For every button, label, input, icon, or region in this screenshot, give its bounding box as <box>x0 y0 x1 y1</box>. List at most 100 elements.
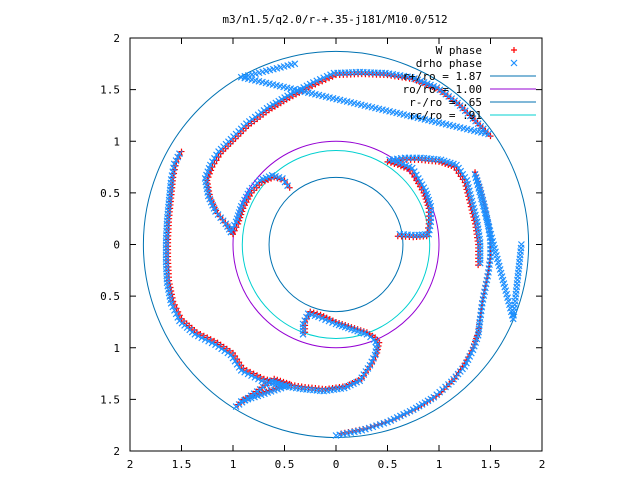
y-tick-label-3: 0.5 <box>100 187 120 200</box>
legend-label-0: W phase <box>436 44 482 57</box>
point-1-1-5 <box>303 313 310 321</box>
point-1-1-73 <box>241 368 249 376</box>
point-1-0-10 <box>369 423 377 431</box>
y-tick-label-7: 1.5 <box>100 393 120 406</box>
x-tick-label-3: 0.5 <box>275 458 295 471</box>
point-1-3-23 <box>416 178 424 185</box>
point-1-1-10 <box>318 314 326 322</box>
point-1-0-48 <box>472 339 479 347</box>
point-1-2-57 <box>306 80 314 88</box>
point-1-1-32 <box>369 354 377 362</box>
legend-label-4: r-/ro = .65 <box>409 96 482 109</box>
point-1-1-83 <box>215 343 223 351</box>
x-tick-label-5: 0.5 <box>378 458 398 471</box>
point-1-1-3 <box>299 320 307 328</box>
point-1-3-56 <box>459 170 467 178</box>
point-1-1-82 <box>218 345 226 353</box>
point-1-2-22 <box>208 158 216 166</box>
point-1-2-60 <box>316 75 324 83</box>
point-1-3-22 <box>418 181 426 189</box>
point-1-1-35 <box>364 364 372 372</box>
point-1-0-8 <box>362 425 369 433</box>
point-1-1-9 <box>315 313 322 321</box>
axis-ticks: 2 1.5 1 0.5 0 0.5 1 1.5 221.510.500.511.52 <box>100 32 545 471</box>
point-1-1-70 <box>251 373 259 381</box>
y-tick-label-8: 2 <box>113 445 120 458</box>
point-1-1-75 <box>235 363 243 371</box>
legend-label-3: ro/ro = 1.00 <box>403 83 482 96</box>
circle-2 <box>268 176 404 313</box>
point-1-1-11 <box>322 316 329 324</box>
point-1-0-44 <box>466 352 474 360</box>
point-1-1-89 <box>194 332 202 340</box>
point-1-0-46 <box>469 346 477 354</box>
y-tick-label-0: 2 <box>113 32 120 45</box>
point-1-1-76 <box>233 360 241 368</box>
point-1-1-99 <box>171 306 178 314</box>
x-tick-label-7: 1.5 <box>481 458 501 471</box>
point-1-3-21 <box>420 184 428 192</box>
point-1-3-53 <box>453 161 460 169</box>
point-1-1-81 <box>221 347 229 355</box>
point-1-1-34 <box>366 361 374 369</box>
point-1-1-88 <box>198 334 206 342</box>
point-1-0-41 <box>461 362 469 370</box>
y-tick-label-4: 0 <box>113 239 120 252</box>
point-1-4-25 <box>281 178 289 186</box>
point-1-3-25 <box>412 171 420 179</box>
point-1-1-96 <box>176 317 183 325</box>
point-1-5-1 <box>235 401 243 408</box>
point-1-1-74 <box>237 367 245 374</box>
point-1-1-24 <box>363 330 371 338</box>
x-tick-label-4: 0 <box>333 458 340 471</box>
point-1-1-87 <box>201 336 209 343</box>
point-1-4-2 <box>230 221 238 229</box>
point-1-1-25 <box>367 333 374 341</box>
point-1-0-45 <box>467 349 475 357</box>
point-1-2-59 <box>313 77 321 85</box>
point-1-5-11 <box>265 379 273 387</box>
point-1-2-23 <box>211 154 218 162</box>
legend-label-2: r+/ro = 1.87 <box>403 70 482 83</box>
data-series <box>162 60 525 439</box>
point-1-3-82 <box>476 259 484 267</box>
point-1-2-63 <box>327 71 334 79</box>
point-1-3-54 <box>455 164 462 172</box>
legend-marker-0 <box>511 47 517 53</box>
x-tick-label-1: 1.5 <box>172 458 192 471</box>
point-1-1-143 <box>174 153 182 161</box>
point-1-2-50 <box>284 92 292 100</box>
point-1-0-9 <box>365 424 373 432</box>
point-1-1-97 <box>174 313 182 321</box>
point-1-0-13 <box>380 419 388 427</box>
legend-label-5: rc/ro = .91 <box>409 109 482 122</box>
point-1-1-85 <box>208 339 216 347</box>
point-1-2-51 <box>287 90 295 98</box>
point-1-1-142 <box>172 157 180 164</box>
point-1-1-100 <box>169 303 177 311</box>
x-tick-label-6: 1 <box>436 458 443 471</box>
x-tick-label-8: 2 <box>539 458 546 471</box>
point-1-1-37 <box>360 371 368 379</box>
point-1-1-71 <box>248 372 255 380</box>
point-1-5-10 <box>262 381 270 389</box>
legend-label-1: drho phase <box>416 57 482 70</box>
point-1-2-58 <box>309 78 317 86</box>
point-1-4-0 <box>227 228 235 236</box>
point-1-0-12 <box>376 421 384 428</box>
point-1-3-57 <box>461 173 469 181</box>
point-1-1-36 <box>362 368 370 375</box>
point-1-3-20 <box>422 187 430 195</box>
point-1-1-144 <box>176 150 183 158</box>
circle-1 <box>232 140 440 349</box>
point-1-5-0 <box>232 403 240 411</box>
x-tick-label-0: 2 <box>127 458 134 471</box>
reference-circles <box>142 50 530 439</box>
point-1-4-1 <box>229 225 237 233</box>
point-1-1-13 <box>329 319 336 326</box>
point-1-2-197 <box>291 60 299 68</box>
point-1-5-31 <box>237 398 245 405</box>
